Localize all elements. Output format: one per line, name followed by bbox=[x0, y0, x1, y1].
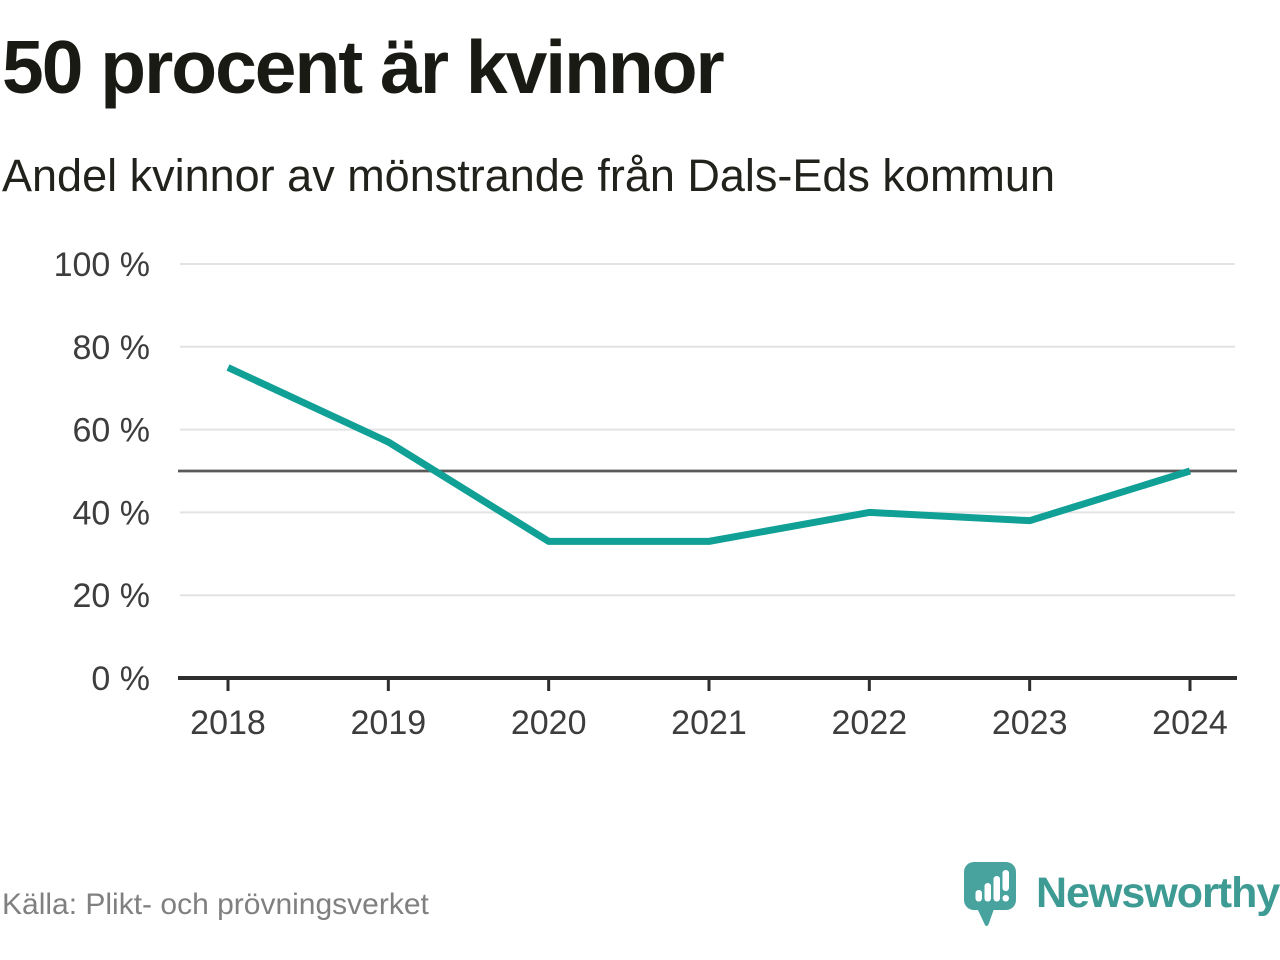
brand-name: Newsworthy bbox=[1036, 869, 1280, 917]
chart-subtitle: Andel kvinnor av mönstrande från Dals-Ed… bbox=[2, 150, 1055, 201]
newsworthy-bubble-chart-icon bbox=[964, 862, 1016, 927]
x-tick-label: 2021 bbox=[671, 704, 747, 742]
y-tick-label: 20 % bbox=[73, 577, 151, 615]
x-tick-label: 2019 bbox=[351, 704, 427, 742]
x-tick-label: 2024 bbox=[1152, 704, 1228, 742]
y-tick-label: 80 % bbox=[73, 329, 151, 367]
y-tick-label: 100 % bbox=[54, 246, 150, 284]
x-tick-label: 2018 bbox=[190, 704, 266, 742]
y-tick-label: 0 % bbox=[91, 660, 150, 698]
x-tick-label: 2022 bbox=[832, 704, 908, 742]
line-chart: 0 % 20 % 40 % 60 % 80 % 100 % 2018 2019 2020 2021… bbox=[54, 246, 1237, 742]
y-tick-label: 40 % bbox=[73, 494, 151, 532]
data-line-andel-kvinnor-av-m-nstrande bbox=[226, 364, 1192, 545]
brand-logo: Newsworthy bbox=[964, 862, 1280, 927]
source-note: Källa: Plikt- och prövningsverket bbox=[2, 888, 429, 921]
y-tick-label: 60 % bbox=[73, 412, 151, 450]
x-tick-label: 2020 bbox=[511, 704, 587, 742]
x-tick-label: 2023 bbox=[992, 704, 1068, 742]
chart-title: 50 procent är kvinnor bbox=[2, 25, 725, 109]
